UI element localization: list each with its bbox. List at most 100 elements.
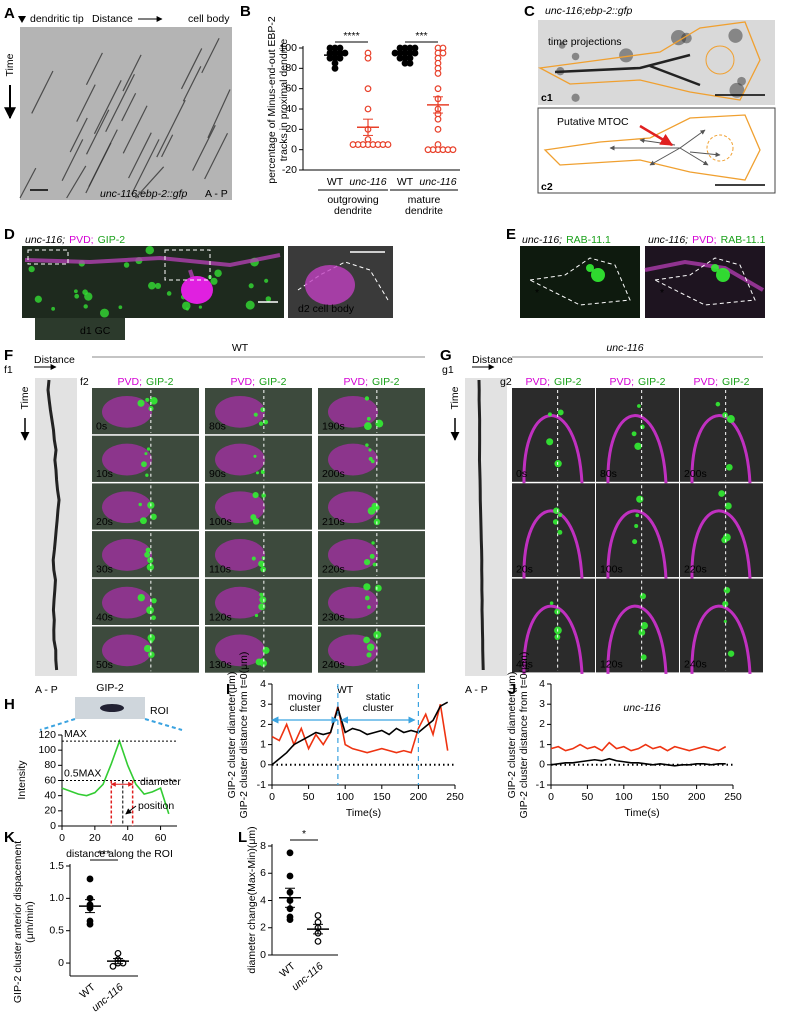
panel-title: WT — [232, 342, 249, 354]
y-tick-label: 40 — [285, 103, 297, 115]
cell-body — [305, 265, 355, 305]
fluorescence — [635, 513, 639, 518]
fluorescence — [151, 615, 156, 621]
data-point — [286, 916, 294, 923]
pvd-cell — [690, 414, 752, 484]
panel-title-part: GIP-2 — [98, 234, 126, 246]
x-tick-label: 150 — [651, 791, 669, 803]
y-tick-label: 80 — [285, 62, 297, 74]
y-tick-label: 0 — [50, 820, 56, 832]
data-point — [384, 141, 392, 148]
data-line — [61, 738, 170, 815]
panel-title-part: unc-116; — [25, 234, 65, 246]
frame-time: 100s — [209, 516, 232, 528]
fluorescence — [138, 502, 142, 507]
fluorescence — [137, 593, 145, 602]
frame-header-part: PVD; — [231, 376, 256, 388]
comet-track — [85, 52, 103, 86]
fluorescence — [375, 419, 384, 428]
frame-time: 130s — [209, 659, 232, 671]
fluorescence — [729, 82, 745, 98]
comet-track — [66, 165, 87, 199]
data-line — [271, 704, 449, 754]
x-tick-label: 20 — [89, 832, 101, 844]
y-tick-label: -1 — [257, 779, 266, 791]
fluorescence — [368, 456, 373, 462]
arrow — [125, 805, 137, 815]
panel-letter: D — [4, 226, 15, 243]
y-axis-label: (μm/min) — [24, 901, 36, 943]
frame-time: 40s — [96, 611, 113, 623]
frame-header-part: PVD; — [694, 376, 719, 388]
fluorescence — [636, 495, 644, 503]
comet-track — [207, 89, 231, 139]
fluorescence — [245, 300, 255, 310]
cluster-track — [477, 379, 485, 671]
fluorescence — [73, 289, 78, 294]
fluorescence — [546, 438, 554, 446]
fluorescence — [364, 595, 370, 601]
roi-link — [144, 718, 183, 731]
marker-star: * — [660, 287, 664, 299]
fluorescence — [253, 412, 258, 417]
fluorescence — [364, 422, 372, 430]
y-axis-label: GIP-2 cluster anterior dispacement — [12, 841, 24, 1003]
x-axis-label: Time(s) — [346, 807, 381, 819]
frame-time: 210s — [322, 516, 345, 528]
x-axis-label: distance along the ROI — [66, 848, 173, 860]
frame-time: 100s — [600, 563, 623, 575]
frame-header-part: GIP-2 — [554, 376, 582, 388]
frame-header-part: GIP-2 — [146, 376, 174, 388]
microscopy-image — [520, 246, 640, 318]
fluorescence — [366, 652, 372, 658]
comet-track — [69, 117, 88, 153]
frame-time: 90s — [209, 468, 226, 480]
comet-track — [161, 134, 174, 158]
cell-outline — [528, 257, 631, 306]
fluorescence — [366, 643, 375, 652]
y-axis-label: GIP-2 cluster distance from t=0(μm) — [518, 652, 530, 819]
y-tick-label: 80 — [44, 759, 56, 771]
label: Time — [4, 53, 16, 76]
fluorescence — [34, 295, 42, 303]
x-tick-label: 50 — [582, 791, 594, 803]
pvd-cell — [606, 414, 668, 484]
data-point — [449, 146, 457, 154]
fluorescence — [253, 454, 257, 458]
frame-header: PVD; GIP-2 — [694, 376, 750, 388]
pvd-cell — [102, 443, 152, 476]
data-point — [406, 59, 414, 67]
panel-title-part: unc-116; — [522, 234, 562, 246]
comet-track — [31, 70, 54, 114]
fluorescence — [557, 529, 563, 535]
pvd-cell — [328, 491, 378, 524]
data-point — [314, 912, 322, 919]
fluorescence — [634, 523, 639, 528]
annotation: moving — [288, 691, 322, 703]
frame-time: 220s — [684, 563, 707, 575]
y-tick-label: 1.0 — [49, 892, 64, 904]
x-tick-label: 250 — [724, 791, 742, 803]
fluorescence — [558, 42, 566, 49]
fluorescence — [637, 404, 641, 408]
pvd-cell — [102, 634, 152, 667]
x-tick-label: 250 — [446, 791, 464, 803]
y-tick-label: 100 — [279, 42, 297, 54]
data-line — [550, 741, 727, 752]
y-tick-label: -1 — [536, 779, 545, 791]
x-tick-label: 100 — [336, 791, 354, 803]
label: A - P — [35, 684, 58, 696]
label: f2 — [80, 376, 89, 388]
y-tick-label: 0 — [539, 759, 545, 771]
comet-track — [135, 166, 165, 199]
data-point — [286, 849, 294, 857]
pvd-cell — [328, 395, 378, 428]
fluorescence — [558, 512, 563, 518]
fluorescence — [371, 541, 375, 545]
y-tick-label: 20 — [285, 123, 297, 135]
position-label: position — [138, 800, 174, 812]
category-label: WT — [277, 960, 298, 980]
label: f1 — [4, 364, 13, 376]
annotation: cluster — [289, 702, 320, 714]
fluorescence — [259, 592, 264, 597]
